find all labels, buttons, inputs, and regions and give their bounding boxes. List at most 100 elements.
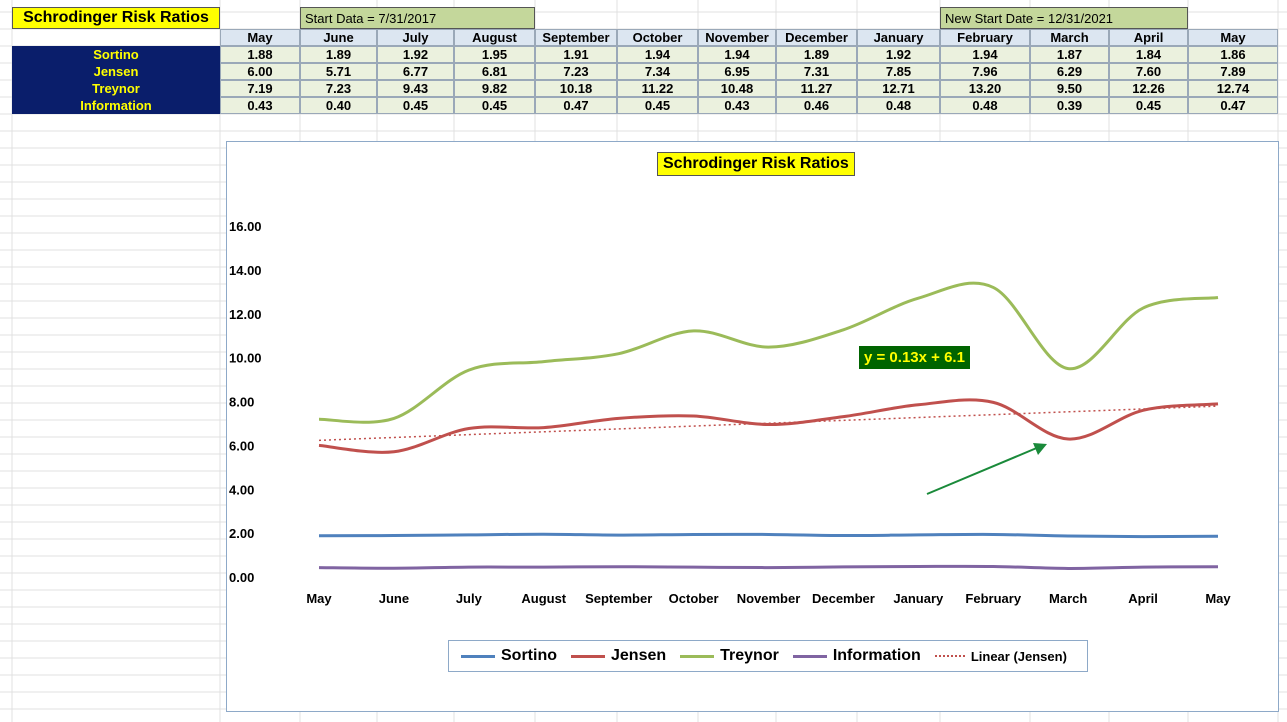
legend-label: Treynor: [720, 647, 779, 664]
table-cell: 0.48: [857, 97, 940, 114]
table-cell: 9.43: [377, 80, 454, 97]
annotation-arrowhead: [1033, 443, 1047, 455]
y-tick-label: 14.00: [229, 263, 262, 278]
table-cell: 1.88: [220, 46, 300, 63]
table-cell: 7.96: [940, 63, 1030, 80]
x-tick-label: June: [379, 591, 409, 606]
table-cell: 1.92: [377, 46, 454, 63]
table-cell: 0.46: [776, 97, 857, 114]
x-tick-label: January: [893, 591, 944, 606]
table-cell: 0.47: [1188, 97, 1278, 114]
table-cell: 0.39: [1030, 97, 1109, 114]
x-tick-label: December: [812, 591, 875, 606]
table-cell: 7.19: [220, 80, 300, 97]
table-cell: 0.43: [698, 97, 776, 114]
table-cell: 6.29: [1030, 63, 1109, 80]
month-header: June: [300, 29, 377, 46]
legend-swatch: [792, 654, 827, 658]
table-cell: 7.85: [857, 63, 940, 80]
series-line-jensen: [318, 398, 1219, 454]
month-header: April: [1109, 29, 1188, 46]
chart-legend: Sortino Jensen Treynor Information Linea…: [448, 640, 1088, 672]
trendline-equation: y = 0.13x + 6.1: [859, 346, 970, 369]
table-cell: 0.45: [377, 97, 454, 114]
table-cell: 0.48: [940, 97, 1030, 114]
table-cell: 1.94: [698, 46, 776, 63]
series-line-sortino: [318, 532, 1219, 539]
x-tick-label: May: [306, 591, 332, 606]
x-tick-label: November: [737, 591, 801, 606]
month-header: May: [220, 29, 300, 46]
table-cell: 5.71: [300, 63, 377, 80]
table-cell: 0.43: [220, 97, 300, 114]
table-cell: 0.40: [300, 97, 377, 114]
table-cell: 12.71: [857, 80, 940, 97]
chart-area[interactable]: 0.00 2.00 4.00 6.00 8.00 10.00 12.00 14.00 16.00…: [226, 141, 1279, 712]
table-cell: 11.22: [617, 80, 698, 97]
new-start-date-label: New Start Date = 12/31/2021: [940, 7, 1188, 29]
month-header: March: [1030, 29, 1109, 46]
table-cell: 1.91: [535, 46, 617, 63]
row-label-jensen: Jensen: [12, 63, 220, 80]
legend-label: Sortino: [501, 647, 557, 664]
table-cell: 6.00: [220, 63, 300, 80]
table-cell: 7.31: [776, 63, 857, 80]
x-tick-label: March: [1049, 591, 1087, 606]
table-cell: 7.34: [617, 63, 698, 80]
table-cell: 12.74: [1188, 80, 1278, 97]
table-cell: 1.87: [1030, 46, 1109, 63]
legend-item-information: Information: [792, 647, 921, 665]
table-cell: 6.81: [454, 63, 535, 80]
legend-swatch: [934, 655, 965, 657]
legend-item-linear-jensen: Linear (Jensen): [934, 648, 1067, 664]
y-tick-label: 12.00: [229, 307, 262, 322]
table-cell: 11.27: [776, 80, 857, 97]
y-tick-label: 8.00: [229, 395, 254, 410]
table-cell: 1.86: [1188, 46, 1278, 63]
series-line-treynor: [318, 281, 1219, 424]
table-cell: 7.60: [1109, 63, 1188, 80]
legend-label: Information: [832, 647, 921, 664]
y-tick-label: 6.00: [229, 438, 254, 453]
table-cell: 1.89: [776, 46, 857, 63]
y-tick-label: 4.00: [229, 482, 254, 497]
table-cell: 0.45: [1109, 97, 1188, 114]
legend-item-jensen: Jensen: [571, 647, 666, 665]
table-cell: 1.94: [940, 46, 1030, 63]
table-cell: 9.82: [454, 80, 535, 97]
x-tick-label: October: [669, 591, 719, 606]
month-header: May: [1188, 29, 1278, 46]
x-tick-label: August: [521, 591, 566, 606]
table-cell: 7.23: [300, 80, 377, 97]
table-cell: 1.84: [1109, 46, 1188, 63]
legend-label: Linear (Jensen): [970, 648, 1067, 664]
y-tick-label: 10.00: [229, 351, 262, 366]
month-header: December: [776, 29, 857, 46]
x-tick-label: February: [965, 591, 1021, 606]
row-label-sortino: Sortino: [12, 46, 220, 63]
table-cell: 1.89: [300, 46, 377, 63]
table-cell: 0.47: [535, 97, 617, 114]
month-header: August: [454, 29, 535, 46]
legend-swatch: [680, 654, 715, 658]
start-date-label: Start Data = 7/31/2017: [300, 7, 535, 29]
legend-label: Jensen: [611, 647, 667, 664]
row-label-treynor: Treynor: [12, 80, 220, 97]
month-header: July: [377, 29, 454, 46]
month-header: February: [940, 29, 1030, 46]
x-tick-label: July: [456, 591, 483, 606]
sheet-title-cell: Schrodinger Risk Ratios: [12, 7, 220, 29]
table-cell: 9.50: [1030, 80, 1109, 97]
legend-item-treynor: Treynor: [680, 647, 779, 665]
row-label-information: Information: [12, 97, 220, 114]
month-header: November: [698, 29, 776, 46]
y-tick-label: 16.00: [229, 219, 262, 234]
x-tick-label: May: [1205, 591, 1231, 606]
table-cell: 6.95: [698, 63, 776, 80]
table-cell: 13.20: [940, 80, 1030, 97]
table-cell: 10.48: [698, 80, 776, 97]
table-cell: 7.23: [535, 63, 617, 80]
table-cell: 1.92: [857, 46, 940, 63]
month-header: October: [617, 29, 698, 46]
table-cell: 7.89: [1188, 63, 1278, 80]
